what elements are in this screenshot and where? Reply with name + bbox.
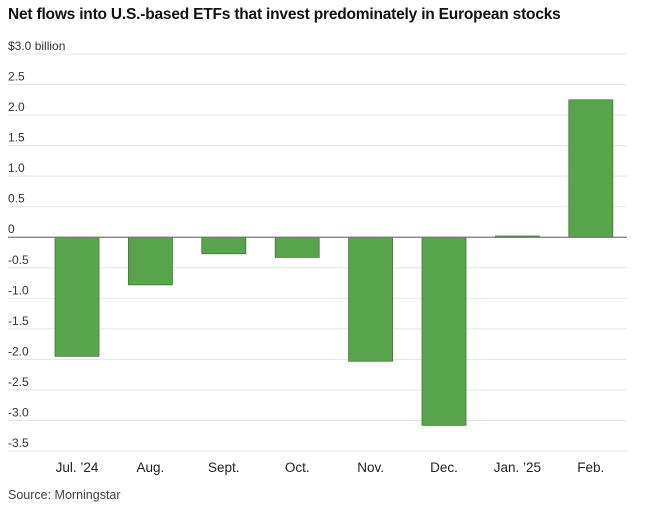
y-tick-label: 0.5: [8, 192, 25, 206]
bar: [54, 236, 100, 357]
chart-title: Net flows into U.S.-based ETFs that inve…: [8, 6, 561, 23]
bar: [274, 236, 320, 258]
y-tick-label: 0: [8, 222, 15, 236]
y-tick-label: -3.0: [8, 405, 29, 419]
y-tick-label: 1.0: [8, 161, 25, 175]
bar: [421, 236, 467, 426]
x-tick-label: Sept.: [208, 460, 240, 475]
bar: [348, 236, 394, 362]
y-tick-label: 2.0: [8, 100, 25, 114]
y-tick-label: -2.5: [8, 375, 29, 389]
x-tick-label: Feb.: [577, 460, 604, 475]
y-tick-label: -0.5: [8, 253, 29, 267]
x-tick-label: Oct.: [285, 460, 310, 475]
source-note: Source: Morningstar: [8, 488, 121, 502]
x-axis-tick-labels: Jul. ’24 Aug. Sept. Oct. Nov. Dec. Jan. ’25 Feb…: [56, 460, 605, 475]
y-tick-label: -1.0: [8, 283, 29, 297]
gridlines: [8, 53, 627, 452]
x-tick-label: Nov.: [357, 460, 384, 475]
x-tick-label: Dec.: [430, 460, 458, 475]
y-tick-label: $3.0 billion: [8, 39, 65, 53]
x-tick-label: Jan. ’25: [494, 460, 541, 475]
x-tick-label: Jul. ’24: [56, 460, 99, 475]
y-tick-label: -1.5: [8, 314, 29, 328]
y-tick-label: 1.5: [8, 131, 25, 145]
bar: [201, 236, 247, 255]
bar: [568, 99, 614, 238]
y-tick-label: -2.0: [8, 344, 29, 358]
y-tick-label: 2.5: [8, 70, 25, 84]
bars: [54, 99, 614, 426]
y-tick-label: -3.5: [8, 436, 29, 450]
x-tick-label: Aug.: [137, 460, 165, 475]
bar: [127, 236, 173, 286]
y-axis-tick-labels: $3.0 billion 2.5 2.0 1.5 1.0 0.5 0 -0.5 -1.0 -1.5…: [8, 39, 65, 450]
